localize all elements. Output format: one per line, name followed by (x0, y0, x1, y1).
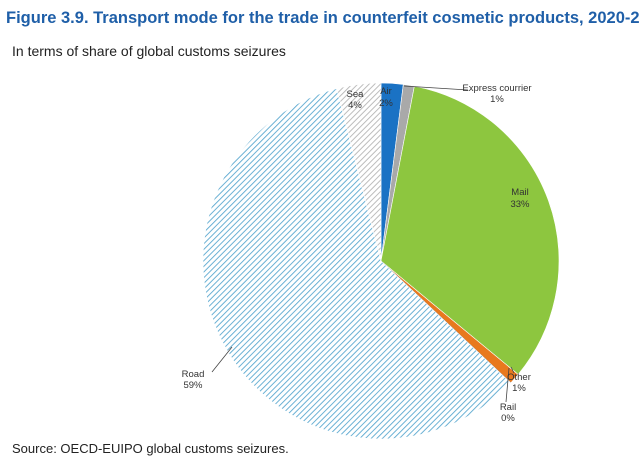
leader-line-road (211, 346, 233, 373)
pie-slice-sea (336, 82, 382, 262)
leader-line-other (510, 366, 515, 374)
slice-label-road: Road (182, 369, 205, 380)
pie-slice-mail (380, 85, 560, 375)
leader-line-rail (505, 367, 510, 403)
slice-label-other: Other (507, 372, 531, 383)
slice-label-air: Air (380, 86, 392, 97)
slice-label-express-courrier: Express courrier (462, 83, 531, 94)
slice-value-sea: 4% (348, 100, 362, 111)
slice-label-rail: Rail (500, 402, 516, 413)
slice-value-rail: 0% (501, 413, 515, 424)
pie-slice-road (202, 88, 512, 440)
slice-label-sea: Sea (347, 89, 365, 100)
chart-subtitle: In terms of share of global customs seiz… (12, 43, 286, 59)
chart-source: Source: OECD-EUIPO global customs seizur… (12, 441, 289, 456)
slice-value-mail: 33% (510, 199, 530, 210)
slice-value-other: 1% (512, 383, 526, 394)
slice-value-road: 59% (183, 380, 203, 391)
slice-label-mail: Mail (511, 187, 528, 198)
slice-value-air: 2% (379, 98, 393, 109)
chart-title: Figure 3.9. Transport mode for the trade… (6, 9, 640, 27)
leader-line-express-courrier (403, 85, 469, 91)
slice-value-express-courrier: 1% (490, 94, 504, 105)
